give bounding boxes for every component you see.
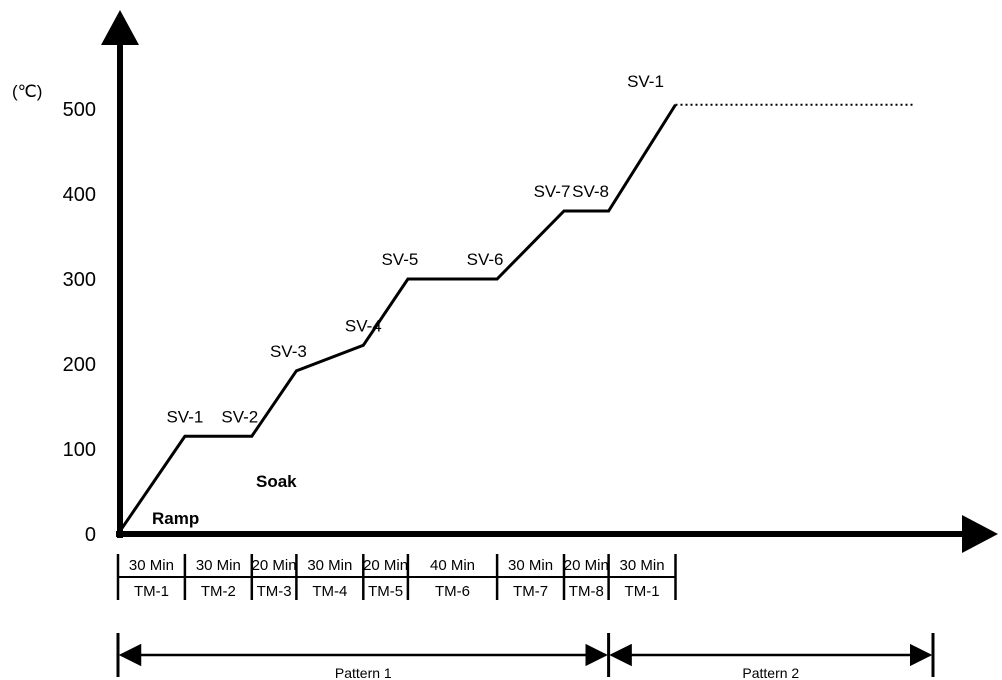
y-tick-label: 300	[63, 269, 96, 291]
temperature-profile	[116, 103, 915, 535]
segment-duration-label: 20 Min	[363, 557, 408, 574]
segment-duration-label: 30 Min	[508, 557, 553, 574]
setpoint-label: SV-8	[572, 182, 609, 201]
y-tick-label: 0	[85, 524, 96, 546]
y-tick-label: 100	[63, 439, 96, 461]
segment-duration-label: 30 Min	[620, 557, 665, 574]
segment-tm-label: TM-4	[312, 583, 347, 600]
segment-duration-label: 20 Min	[564, 557, 609, 574]
segment-tm-label: TM-1	[134, 583, 169, 600]
segment-tm-label: TM-5	[368, 583, 403, 600]
segment-tm-label: TM-7	[513, 583, 548, 600]
segment-tm-label: TM-3	[257, 583, 292, 600]
segment-duration-label: 30 Min	[307, 557, 352, 574]
y-axis-arrowhead	[101, 10, 139, 45]
axes	[101, 10, 998, 553]
segment-duration-label: 40 Min	[430, 557, 475, 574]
segment-tm-label: TM-6	[435, 583, 470, 600]
pattern-2-label: Pattern 2	[742, 665, 799, 680]
setpoint-labels: SV-1 SV-2 SV-3 SV-4 SV-5 SV-6 SV-7 SV-8 SV-1	[166, 72, 663, 427]
segment-tm-label: TM-2	[201, 583, 236, 600]
x-axis-arrowhead	[962, 515, 998, 553]
setpoint-label: SV-2	[221, 407, 258, 426]
segment-duration-label: 20 Min	[252, 557, 297, 574]
setpoint-label: SV-6	[467, 250, 504, 269]
segment-tm-label: TM-8	[569, 583, 604, 600]
soak-annotation: Soak	[256, 472, 297, 491]
setpoint-label: SV-1	[627, 72, 664, 91]
y-tick-label: 400	[63, 184, 96, 206]
pattern-1-label: Pattern 1	[335, 665, 392, 680]
y-tick-label: 500	[63, 99, 96, 121]
setpoint-label: SV-5	[381, 250, 418, 269]
segment-duration-label: 30 Min	[196, 557, 241, 574]
timeline: 30 Min 30 Min 20 Min 30 Min 20 Min 40 Min 30 M…	[116, 554, 677, 600]
y-tick-label: 200	[63, 354, 96, 376]
setpoint-label: SV-4	[345, 316, 382, 335]
y-unit-label: (℃)	[12, 82, 42, 101]
segment-duration-label: 30 Min	[129, 557, 174, 574]
setpoint-label: SV-3	[270, 342, 307, 361]
ramp-annotation: Ramp	[152, 509, 199, 528]
segment-tm-label: TM-1	[625, 583, 660, 600]
profile-line	[116, 103, 677, 535]
y-tick-labels: 0 100 200 300 400 500	[63, 99, 96, 546]
pattern-brackets: Pattern 1 Pattern 2	[116, 633, 935, 680]
setpoint-label: SV-7	[534, 182, 571, 201]
setpoint-label: SV-1	[166, 407, 203, 426]
